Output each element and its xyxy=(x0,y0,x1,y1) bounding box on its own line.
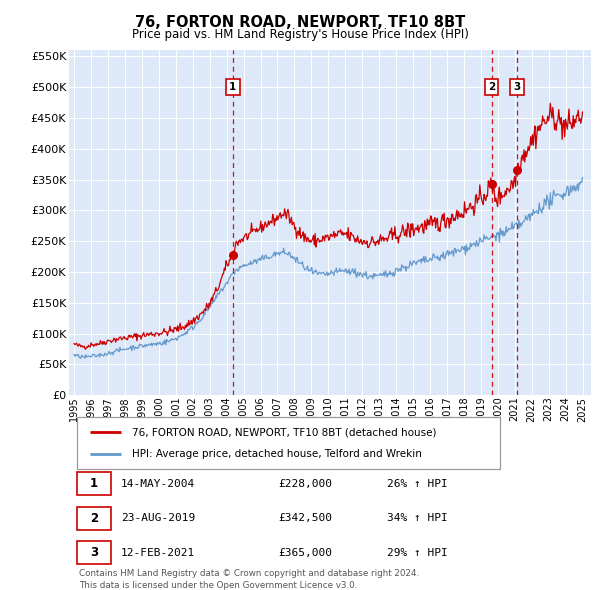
Text: 29% ↑ HPI: 29% ↑ HPI xyxy=(388,548,448,558)
Text: £365,000: £365,000 xyxy=(278,548,332,558)
FancyBboxPatch shape xyxy=(77,472,111,495)
Text: 12-FEB-2021: 12-FEB-2021 xyxy=(121,548,196,558)
Text: Price paid vs. HM Land Registry's House Price Index (HPI): Price paid vs. HM Land Registry's House … xyxy=(131,28,469,41)
Text: 3: 3 xyxy=(90,546,98,559)
Text: 3: 3 xyxy=(513,82,520,92)
Text: 26% ↑ HPI: 26% ↑ HPI xyxy=(388,478,448,489)
Text: 1: 1 xyxy=(90,477,98,490)
Text: £228,000: £228,000 xyxy=(278,478,332,489)
Text: £342,500: £342,500 xyxy=(278,513,332,523)
Text: 2: 2 xyxy=(90,512,98,525)
Text: This data is licensed under the Open Government Licence v3.0.: This data is licensed under the Open Gov… xyxy=(79,581,358,589)
Text: 76, FORTON ROAD, NEWPORT, TF10 8BT: 76, FORTON ROAD, NEWPORT, TF10 8BT xyxy=(135,15,465,30)
Text: Contains HM Land Registry data © Crown copyright and database right 2024.: Contains HM Land Registry data © Crown c… xyxy=(79,569,419,578)
Text: 2: 2 xyxy=(488,82,496,92)
Text: 14-MAY-2004: 14-MAY-2004 xyxy=(121,478,196,489)
FancyBboxPatch shape xyxy=(77,506,111,530)
FancyBboxPatch shape xyxy=(77,541,111,564)
Text: 23-AUG-2019: 23-AUG-2019 xyxy=(121,513,196,523)
Text: 34% ↑ HPI: 34% ↑ HPI xyxy=(388,513,448,523)
Text: 1: 1 xyxy=(229,82,236,92)
Text: HPI: Average price, detached house, Telford and Wrekin: HPI: Average price, detached house, Telf… xyxy=(131,449,422,459)
FancyBboxPatch shape xyxy=(77,417,500,469)
Text: 76, FORTON ROAD, NEWPORT, TF10 8BT (detached house): 76, FORTON ROAD, NEWPORT, TF10 8BT (deta… xyxy=(131,427,436,437)
